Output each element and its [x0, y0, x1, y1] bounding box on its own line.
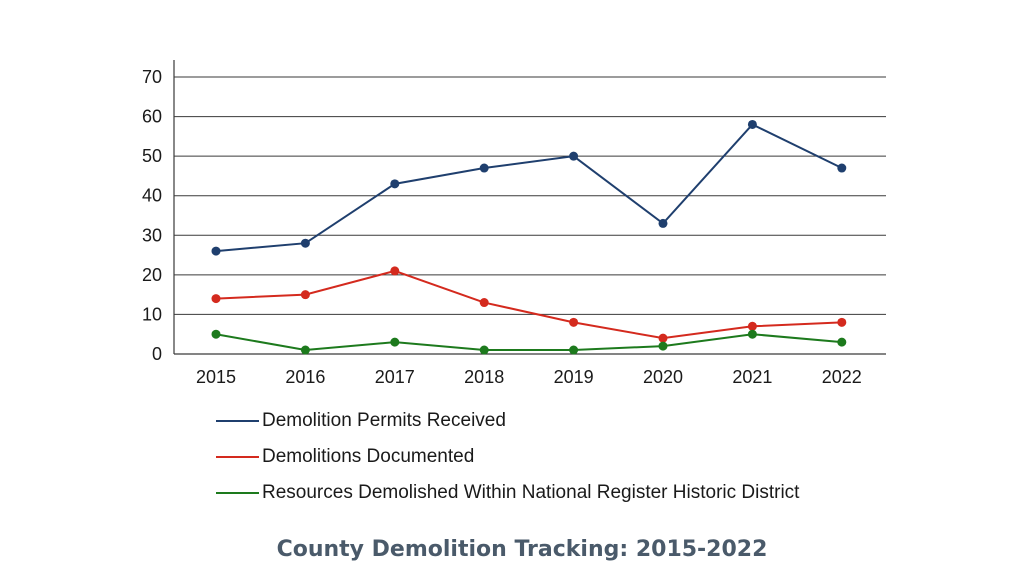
data-point	[658, 218, 668, 228]
data-point	[479, 298, 489, 308]
y-tick-label: 50	[142, 146, 162, 166]
y-tick-label: 40	[142, 186, 162, 206]
data-point	[837, 337, 847, 347]
series-line-1	[215, 123, 843, 253]
series-lines	[211, 119, 847, 355]
data-point	[747, 119, 757, 129]
series-line-2	[215, 269, 842, 340]
axes	[173, 60, 886, 355]
y-tick-label: 70	[142, 67, 162, 87]
y-tick-label: 0	[152, 344, 162, 364]
x-tick-label: 2021	[732, 367, 772, 387]
x-tick-label: 2022	[822, 367, 862, 387]
data-point	[479, 163, 489, 173]
series-line-3	[215, 333, 842, 352]
data-point	[837, 317, 847, 327]
x-tick-labels: 2015 2016 2017 2018 2019 2020 2021 2022	[196, 367, 862, 387]
data-point	[569, 345, 579, 355]
data-point	[300, 238, 310, 248]
data-point	[569, 151, 579, 161]
data-point	[211, 246, 221, 256]
y-tick-label: 10	[142, 304, 162, 324]
data-point	[569, 317, 579, 327]
legend-label-2: Demolitions Documented	[262, 446, 474, 467]
x-tick-label: 2016	[285, 367, 325, 387]
legend-label-3: Resources Demolished Within National Reg…	[262, 482, 800, 503]
data-point	[658, 333, 668, 343]
data-point	[479, 345, 489, 355]
data-point	[747, 321, 757, 331]
data-point	[747, 329, 757, 339]
data-point	[390, 266, 400, 276]
data-point	[300, 290, 310, 300]
legend: Demolition Permits Received Demolitions D…	[216, 410, 800, 503]
data-point	[300, 345, 310, 355]
y-tick-label: 20	[142, 265, 162, 285]
x-tick-label: 2015	[196, 367, 236, 387]
data-point	[211, 294, 221, 304]
data-point	[211, 329, 221, 339]
x-tick-label: 2017	[375, 367, 415, 387]
data-point	[390, 179, 400, 189]
x-tick-label: 2019	[554, 367, 594, 387]
gridlines	[174, 76, 886, 315]
x-tick-label: 2020	[643, 367, 683, 387]
y-tick-labels: 0 10 20 30 40 50 60 70	[142, 67, 162, 364]
chart-title: County Demolition Tracking: 2015-2022	[277, 537, 768, 562]
legend-label-1: Demolition Permits Received	[262, 410, 506, 431]
data-point	[658, 341, 668, 351]
data-point	[837, 163, 847, 173]
data-point	[390, 337, 400, 347]
y-tick-label: 30	[142, 225, 162, 245]
x-tick-label: 2018	[464, 367, 504, 387]
y-tick-label: 60	[142, 107, 162, 127]
